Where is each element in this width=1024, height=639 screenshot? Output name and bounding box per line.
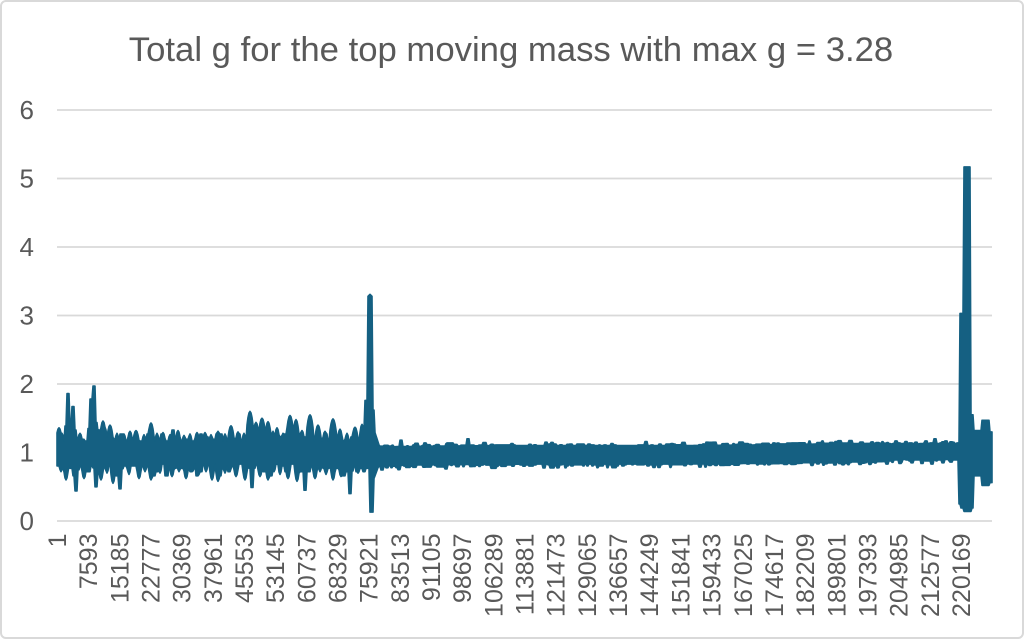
svg-text:159433: 159433	[699, 534, 727, 617]
svg-text:189801: 189801	[823, 534, 851, 617]
svg-text:5: 5	[20, 164, 34, 194]
svg-text:113881: 113881	[512, 534, 540, 616]
svg-text:Total g for the top moving mas: Total g for the top moving mass with max…	[129, 31, 893, 69]
svg-text:106289: 106289	[480, 534, 508, 617]
svg-text:4: 4	[20, 232, 34, 262]
svg-text:1: 1	[20, 438, 34, 468]
svg-text:15185: 15185	[106, 534, 134, 604]
svg-text:197393: 197393	[854, 534, 882, 617]
svg-text:212577: 212577	[917, 534, 945, 617]
svg-text:220169: 220169	[948, 534, 976, 617]
svg-text:129065: 129065	[574, 534, 602, 617]
svg-text:30369: 30369	[169, 534, 197, 604]
svg-text:75921: 75921	[356, 534, 384, 604]
svg-text:98697: 98697	[449, 534, 477, 604]
svg-text:7593: 7593	[75, 534, 103, 590]
svg-text:0: 0	[20, 506, 34, 536]
svg-text:53145: 53145	[262, 534, 290, 604]
svg-text:83513: 83513	[387, 534, 415, 604]
svg-text:68329: 68329	[325, 534, 353, 604]
svg-text:1: 1	[44, 534, 72, 548]
svg-text:3: 3	[20, 301, 34, 331]
svg-text:151841: 151841	[667, 534, 695, 617]
svg-text:121473: 121473	[543, 534, 571, 617]
svg-text:2: 2	[20, 369, 34, 399]
svg-text:45553: 45553	[231, 534, 259, 604]
svg-text:22777: 22777	[138, 534, 166, 604]
svg-text:136657: 136657	[605, 534, 633, 617]
svg-text:37961: 37961	[200, 534, 228, 604]
svg-text:60737: 60737	[293, 534, 321, 604]
svg-text:174617: 174617	[761, 534, 789, 617]
svg-text:6: 6	[20, 95, 34, 125]
svg-text:91105: 91105	[418, 534, 446, 602]
svg-text:204985: 204985	[886, 534, 914, 617]
svg-text:182209: 182209	[792, 534, 820, 617]
svg-text:167025: 167025	[730, 534, 758, 617]
svg-text:144249: 144249	[636, 534, 664, 617]
